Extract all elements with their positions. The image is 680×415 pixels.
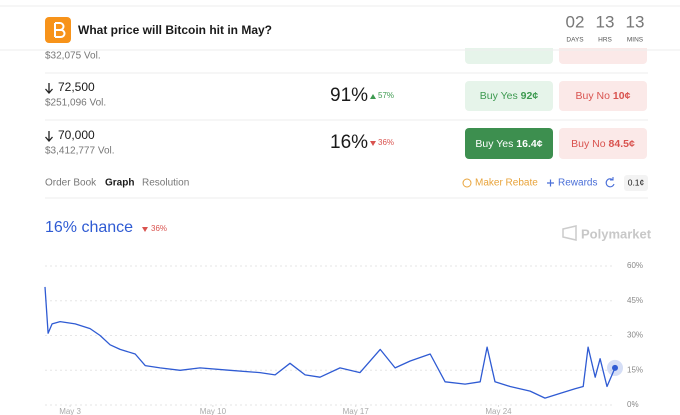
y-tick-label: 45% (627, 296, 643, 305)
brand-logo (562, 225, 577, 241)
label[interactable]: Buy No (571, 138, 606, 150)
market-price: 72,500 (58, 80, 95, 94)
x-tick-label: May 24 (485, 407, 512, 415)
market-chance: 16% (330, 132, 368, 153)
x-tick-label: May 10 (200, 407, 227, 415)
rewards[interactable]: Rewards (558, 178, 597, 189)
buy-no-button[interactable] (559, 81, 647, 111)
buy-no-text[interactable]: Buy No 10¢ (576, 90, 631, 102)
refresh-icon[interactable] (605, 177, 615, 188)
buy-yes-button[interactable] (465, 128, 553, 159)
market-volume: $3,412,777 Vol. (45, 146, 115, 157)
tab[interactable]: Order Book (45, 178, 97, 189)
price[interactable]: 84.5¢ (609, 138, 635, 150)
chart-change: 36% (151, 224, 167, 233)
buy-yes-text[interactable]: Buy Yes 92¢ (480, 90, 539, 102)
market-change: 36% (378, 138, 394, 147)
down-arrow-icon (45, 131, 53, 142)
countdown-value: 13 (596, 12, 615, 31)
x-tick-label: May 3 (59, 407, 81, 415)
down-arrow-icon (45, 83, 53, 94)
y-tick-label: 15% (627, 365, 643, 374)
buy-yes-button[interactable] (465, 81, 553, 111)
market-chance: 91% (330, 85, 368, 106)
tick-size-box[interactable] (624, 175, 648, 191)
countdown-unit: HRS (598, 37, 612, 44)
tick-size[interactable]: 0.1¢ (628, 177, 645, 187)
label[interactable]: Buy Yes (480, 90, 518, 102)
down-icon (142, 227, 148, 232)
price[interactable]: 10¢ (613, 90, 631, 102)
countdown-value: 13 (626, 12, 645, 31)
market-change: 57% (378, 91, 394, 100)
plot: 60% 45% 30% 15% 0% May 3 May 10 May 17 May 24 (44, 261, 643, 415)
buy-no-text[interactable]: Buy No 84.5¢ (571, 138, 635, 150)
market-volume: $32,075 Vol. (45, 51, 101, 62)
countdown-value: 02 (566, 12, 585, 31)
x-tick-label: May 17 (343, 407, 370, 415)
buy-yes-text[interactable]: Buy Yes 16.4¢ (475, 138, 542, 150)
down-icon (370, 141, 376, 146)
countdown-unit: DAYS (566, 37, 584, 44)
market-volume: $251,096 Vol. (45, 98, 106, 109)
countdown-unit: MINS (627, 37, 644, 44)
bitcoin-glyph (54, 22, 66, 38)
label[interactable]: Buy No (576, 90, 611, 102)
tab-active[interactable]: Graph (105, 178, 134, 189)
header (0, 0, 680, 48)
maker-rebate[interactable]: Maker Rebate (475, 178, 538, 189)
label[interactable]: Buy Yes (475, 138, 513, 150)
market-price: 70,000 (58, 128, 95, 142)
last-point (612, 364, 618, 371)
tab[interactable]: Resolution (142, 178, 189, 189)
up-icon (370, 94, 376, 99)
buy-no-button[interactable] (559, 128, 647, 159)
y-tick-label: 60% (627, 261, 643, 270)
price[interactable]: 16.4¢ (516, 138, 542, 150)
price[interactable]: 92¢ (521, 90, 539, 102)
rebate-icon (462, 178, 472, 188)
chart-title: 16% chance (45, 219, 133, 236)
brand: Polymarket (581, 226, 652, 241)
title: What price will Bitcoin hit in May? (78, 23, 272, 37)
plus-icon (547, 179, 554, 187)
y-tick-label: 30% (627, 331, 643, 340)
price-line (44, 286, 616, 399)
y-tick-label: 0% (627, 400, 639, 409)
